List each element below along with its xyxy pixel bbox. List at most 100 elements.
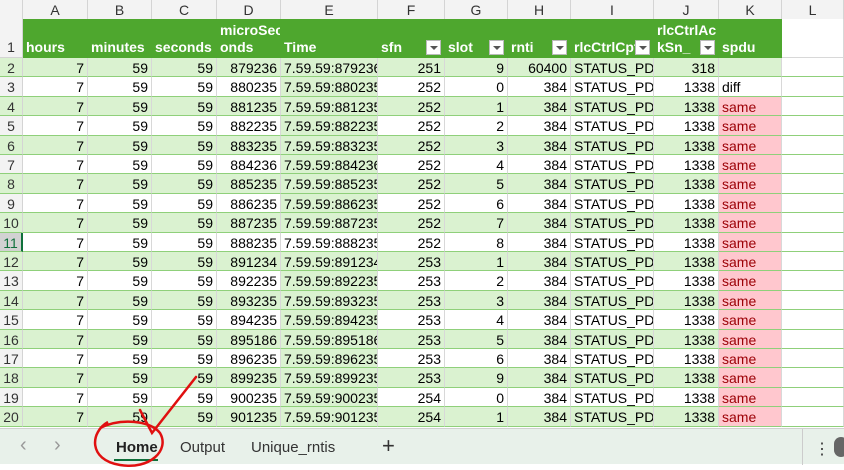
cell-E[interactable]: 7.59.59:893235 — [281, 290, 378, 311]
cell-H[interactable]: 384 — [508, 193, 571, 214]
cell-I[interactable]: STATUS_PDU — [571, 252, 654, 272]
cell-J[interactable]: 1338 — [654, 290, 719, 311]
cell-H[interactable]: 384 — [508, 387, 571, 408]
filter-dropdown-icon[interactable] — [700, 40, 715, 55]
column-title[interactable]: seconds — [152, 19, 217, 58]
column-title[interactable]: slot — [445, 19, 508, 58]
cell-G[interactable]: 1 — [445, 252, 508, 272]
cell-I[interactable]: STATUS_PDU — [571, 232, 654, 252]
cell-B[interactable]: 59 — [88, 329, 152, 349]
cell-C[interactable]: 59 — [152, 368, 217, 388]
cell-B[interactable]: 59 — [88, 368, 152, 388]
cell-A[interactable]: 7 — [23, 232, 88, 252]
cell-F[interactable]: 253 — [378, 252, 445, 272]
cell-D[interactable]: 891234 — [217, 252, 281, 272]
cell-J[interactable]: 1338 — [654, 387, 719, 408]
cell-F[interactable]: 253 — [378, 368, 445, 388]
cell-C[interactable]: 59 — [152, 329, 217, 349]
cell-B[interactable]: 59 — [88, 135, 152, 155]
cell-F[interactable]: 252 — [378, 232, 445, 252]
row-header[interactable]: 9 — [0, 193, 23, 214]
row-header[interactable]: 18 — [0, 368, 23, 388]
cell-C[interactable]: 59 — [152, 174, 217, 194]
cell-J[interactable]: 1338 — [654, 252, 719, 272]
cell-G[interactable]: 4 — [445, 310, 508, 330]
cell-F[interactable]: 253 — [378, 329, 445, 349]
cell-H[interactable]: 384 — [508, 310, 571, 330]
cell-A[interactable]: 7 — [23, 407, 88, 427]
row-header[interactable]: 13 — [0, 271, 23, 291]
cell-G[interactable]: 9 — [445, 58, 508, 78]
scrollbar-handle[interactable] — [834, 437, 844, 457]
cell-K[interactable]: same — [719, 174, 782, 194]
cell-B[interactable]: 59 — [88, 290, 152, 311]
row-header[interactable]: 10 — [0, 213, 23, 233]
cell-D[interactable]: 879236 — [217, 58, 281, 78]
cell-B[interactable]: 59 — [88, 116, 152, 136]
cell-F[interactable]: 253 — [378, 271, 445, 291]
cell-G[interactable]: 8 — [445, 232, 508, 252]
cell-F[interactable]: 252 — [378, 96, 445, 117]
cell-E[interactable]: 7.59.59:900235 — [281, 387, 378, 408]
tab-home[interactable]: Home — [116, 439, 158, 456]
row-header[interactable]: 5 — [0, 116, 23, 136]
cell-H[interactable]: 384 — [508, 213, 571, 233]
cell-H[interactable]: 384 — [508, 96, 571, 117]
row-header[interactable]: 19 — [0, 387, 23, 408]
cell-H[interactable]: 384 — [508, 155, 571, 175]
filter-dropdown-icon[interactable] — [489, 40, 504, 55]
cell-K[interactable]: same — [719, 329, 782, 349]
cell-F[interactable]: 253 — [378, 349, 445, 369]
cell-J[interactable]: 1338 — [654, 368, 719, 388]
cell-G[interactable]: 5 — [445, 174, 508, 194]
cell-F[interactable]: 253 — [378, 290, 445, 311]
cell-A[interactable]: 7 — [23, 349, 88, 369]
cell-H[interactable]: 384 — [508, 174, 571, 194]
cell-D[interactable]: 881235 — [217, 96, 281, 117]
row-header[interactable]: 4 — [0, 96, 23, 117]
column-title[interactable]: rlcCtrlCpt_ — [571, 19, 654, 58]
cell-C[interactable]: 59 — [152, 155, 217, 175]
cell-E[interactable]: 7.59.59:881235 — [281, 96, 378, 117]
cell-H[interactable]: 384 — [508, 252, 571, 272]
cell-C[interactable]: 59 — [152, 310, 217, 330]
cell-H[interactable]: 384 — [508, 77, 571, 97]
cell-B[interactable]: 59 — [88, 77, 152, 97]
cell-E[interactable]: 7.59.59:891234 — [281, 252, 378, 272]
column-title[interactable]: hours — [23, 19, 88, 58]
cell-A[interactable]: 7 — [23, 155, 88, 175]
prev-sheet-button[interactable]: ‹ — [20, 434, 27, 456]
cell-C[interactable]: 59 — [152, 349, 217, 369]
cell-K[interactable]: same — [719, 368, 782, 388]
cell[interactable] — [782, 19, 844, 58]
cell-E[interactable]: 7.59.59:885235 — [281, 174, 378, 194]
cell-J[interactable]: 1338 — [654, 213, 719, 233]
cell-D[interactable]: 883235 — [217, 135, 281, 155]
cell-F[interactable]: 252 — [378, 77, 445, 97]
cell-I[interactable]: STATUS_PDU — [571, 155, 654, 175]
cell-K[interactable]: same — [719, 407, 782, 427]
cell-E[interactable]: 7.59.59:896235 — [281, 349, 378, 369]
filter-dropdown-icon[interactable] — [552, 40, 567, 55]
cell-H[interactable]: 384 — [508, 271, 571, 291]
cell-J[interactable]: 1338 — [654, 407, 719, 427]
cell-J[interactable]: 1338 — [654, 155, 719, 175]
add-sheet-button[interactable]: + — [382, 433, 395, 458]
cell-D[interactable]: 901235 — [217, 407, 281, 427]
row-header[interactable]: 6 — [0, 135, 23, 155]
cell-A[interactable]: 7 — [23, 96, 88, 117]
cell-K[interactable]: same — [719, 213, 782, 233]
cell-D[interactable]: 894235 — [217, 310, 281, 330]
column-title[interactable]: rnti — [508, 19, 571, 58]
row-header[interactable]: 20 — [0, 407, 23, 427]
cell-H[interactable]: 384 — [508, 329, 571, 349]
cell-B[interactable]: 59 — [88, 96, 152, 117]
cell-C[interactable]: 59 — [152, 116, 217, 136]
cell-C[interactable]: 59 — [152, 77, 217, 97]
cell-B[interactable]: 59 — [88, 271, 152, 291]
cell-A[interactable]: 7 — [23, 116, 88, 136]
cell-H[interactable]: 384 — [508, 116, 571, 136]
row-header[interactable]: 15 — [0, 310, 23, 330]
cell-G[interactable]: 5 — [445, 329, 508, 349]
cell-D[interactable]: 882235 — [217, 116, 281, 136]
